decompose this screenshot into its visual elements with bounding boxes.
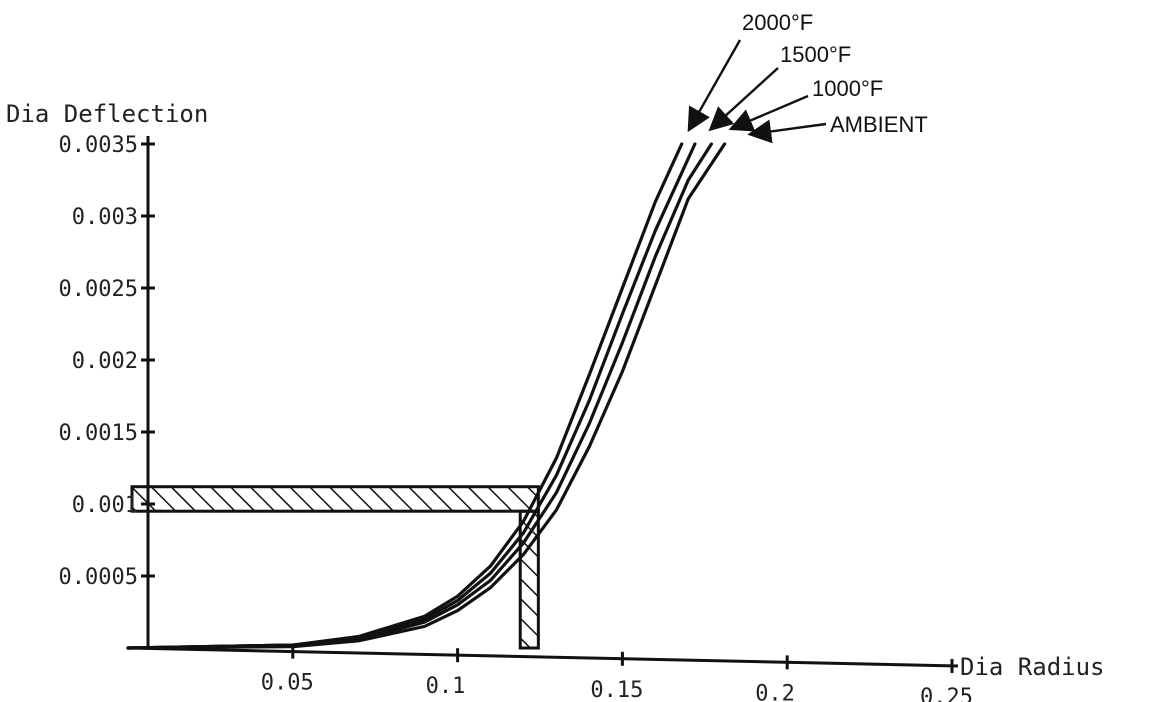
y-tick-label: 0.0035	[59, 133, 138, 158]
series-line-0	[126, 142, 684, 650]
tick-labels: 0.05 0.1 0.15 0.2 0.25 0.0005 0.001 0.0015 0.002…	[59, 133, 973, 702]
series-line-3	[126, 142, 727, 650]
y-tick-label: 0.0015	[59, 421, 138, 446]
series-label: 2000°F	[742, 10, 813, 35]
x-axis-line	[127, 646, 959, 668]
y-axis-title: Dia Deflection	[6, 100, 208, 128]
y-tick-label: 0.0025	[59, 277, 138, 302]
x-axis-title: Dia Radius	[960, 653, 1105, 681]
series-label: AMBIENT	[830, 112, 928, 137]
axes	[127, 136, 959, 668]
series-line-2	[126, 142, 713, 650]
y-tick-label: 0.003	[72, 205, 138, 230]
x-tick-label: 0.05	[261, 671, 314, 696]
x-tick-label: 0.1	[426, 674, 466, 699]
annotation-arrow	[747, 119, 827, 144]
annotation-arrow	[728, 94, 809, 132]
horizontal-tolerance-band	[130, 485, 540, 513]
series-label: 1500°F	[780, 42, 851, 67]
series-annotations: 2000°F 1500°F 1000°F AMBIENT	[687, 10, 928, 144]
x-tick-label: 0.2	[755, 681, 795, 702]
tolerance-bands	[130, 485, 540, 650]
annotation-arrow	[687, 39, 742, 133]
y-tick-label: 0.002	[72, 349, 138, 374]
annotation-arrow	[708, 67, 779, 132]
x-tick-label: 0.25	[920, 685, 973, 702]
series-label: 1000°F	[812, 76, 883, 101]
x-tick-label: 0.15	[590, 678, 643, 702]
y-tick-label: 0.0005	[59, 565, 138, 590]
series-curves	[126, 142, 727, 650]
y-tick-label: 0.001	[72, 493, 138, 518]
